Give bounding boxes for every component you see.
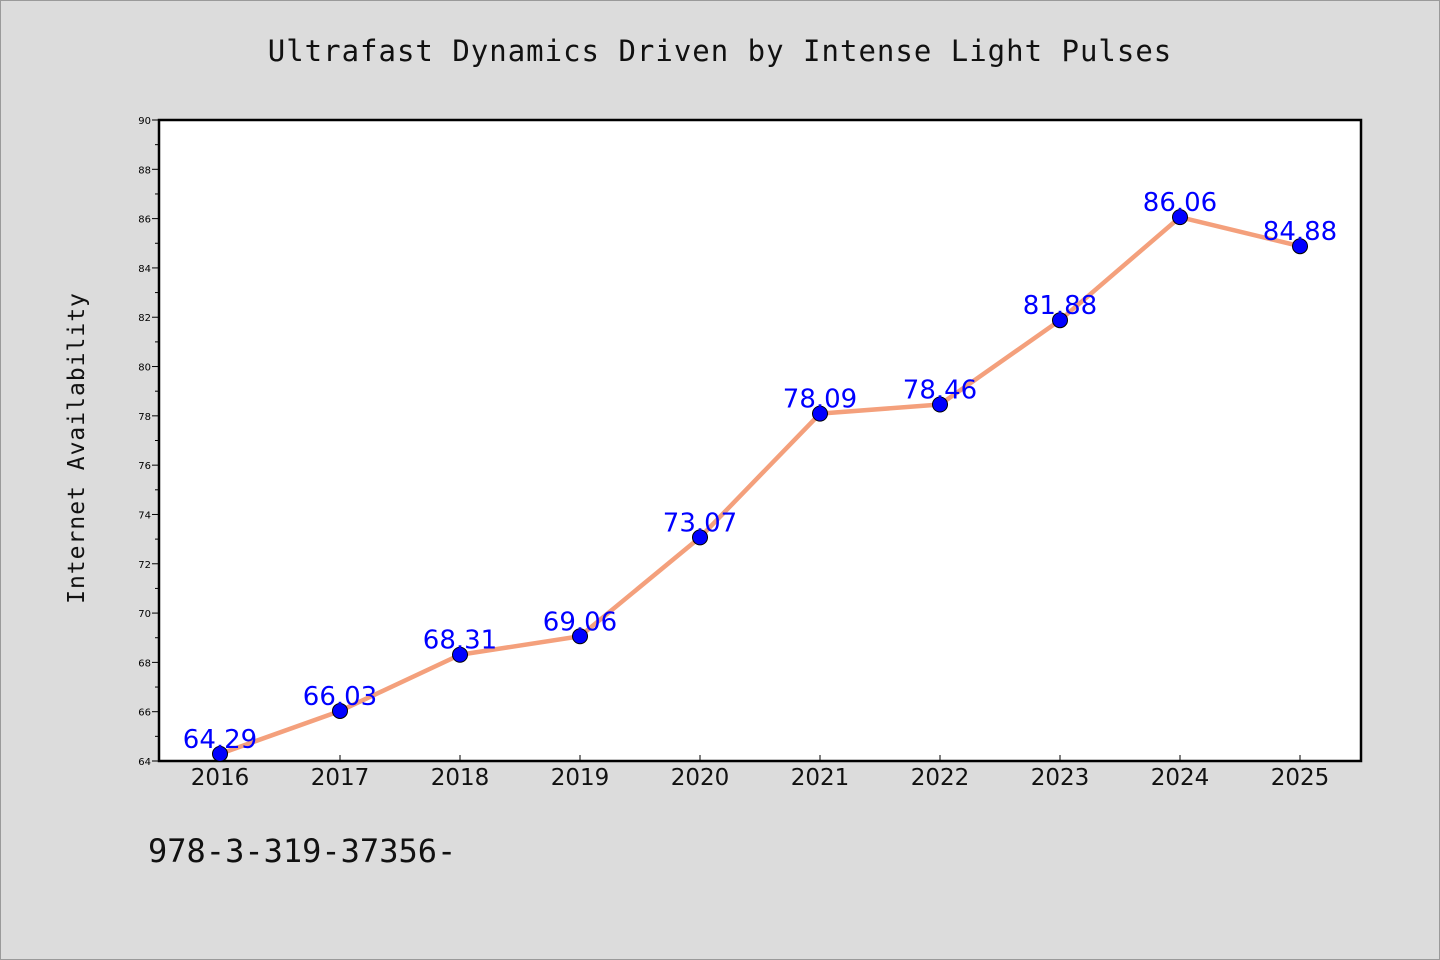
y-axis-ticks: 64 66 68 70 72 74 76 78 80 82 84 86 88 90 — [138, 116, 159, 768]
data-point — [332, 702, 348, 719]
x-tick-label: 2021 — [791, 765, 850, 791]
data-point — [1292, 238, 1308, 255]
y-tick-label: 74 — [138, 510, 151, 521]
data-label: 68.31 — [423, 626, 497, 656]
data-point — [1052, 312, 1068, 329]
y-tick-label: 90 — [138, 116, 151, 127]
y-tick-label: 70 — [138, 609, 151, 620]
y-tick-label: 72 — [138, 560, 151, 571]
y-tick-label: 64 — [138, 757, 151, 768]
x-tick-label: 2017 — [311, 765, 370, 791]
x-axis-ticks: 2016 2017 2018 2019 2020 2021 2022 2023 2024 2025 — [191, 755, 1330, 791]
y-tick-label: 76 — [138, 461, 151, 472]
series-line — [217, 214, 1303, 757]
data-label: 86.06 — [1143, 188, 1217, 218]
plot-area — [157, 118, 1363, 763]
data-label: 78.09 — [783, 385, 857, 415]
data-label: 66.03 — [303, 682, 377, 712]
data-labels: 64.29 66.03 68.31 69.06 73.07 78.09 78.46 81.88… — [183, 188, 1337, 755]
data-label: 64.29 — [183, 725, 257, 755]
y-axis-label: Internet Availability — [64, 292, 90, 604]
chart-title: Ultrafast Dynamics Driven by Intense Lig… — [267, 34, 1173, 68]
data-label: 78.46 — [903, 376, 977, 406]
data-point — [692, 529, 708, 546]
x-tick-label: 2018 — [431, 765, 490, 791]
data-point — [1172, 209, 1188, 226]
footer-text: 978-3-319-37356- — [148, 832, 457, 870]
y-tick-label: 88 — [138, 165, 151, 176]
data-label: 73.07 — [663, 508, 737, 538]
data-label: 84.88 — [1263, 217, 1337, 247]
y-tick-label: 80 — [138, 363, 151, 374]
x-tick-label: 2025 — [1271, 765, 1330, 791]
x-tick-label: 2020 — [671, 765, 730, 791]
y-tick-label: 78 — [138, 412, 151, 423]
data-point — [452, 646, 468, 663]
series-line-group — [212, 209, 1308, 762]
x-tick-label: 2019 — [551, 765, 610, 791]
x-tick-label: 2023 — [1031, 765, 1090, 791]
y-tick-label: 68 — [138, 658, 151, 669]
data-point — [572, 628, 588, 645]
data-point — [812, 405, 828, 422]
y-tick-label: 86 — [138, 215, 151, 226]
y-tick-label: 82 — [138, 313, 151, 324]
data-label: 69.06 — [543, 607, 617, 637]
y-tick-label: 66 — [138, 708, 151, 719]
x-tick-label: 2016 — [191, 765, 250, 791]
x-tick-label: 2022 — [911, 765, 970, 791]
x-tick-label: 2024 — [1151, 765, 1210, 791]
data-point — [932, 396, 948, 413]
data-point — [212, 745, 228, 762]
data-label: 81.88 — [1023, 291, 1097, 321]
y-tick-label: 84 — [138, 264, 151, 275]
